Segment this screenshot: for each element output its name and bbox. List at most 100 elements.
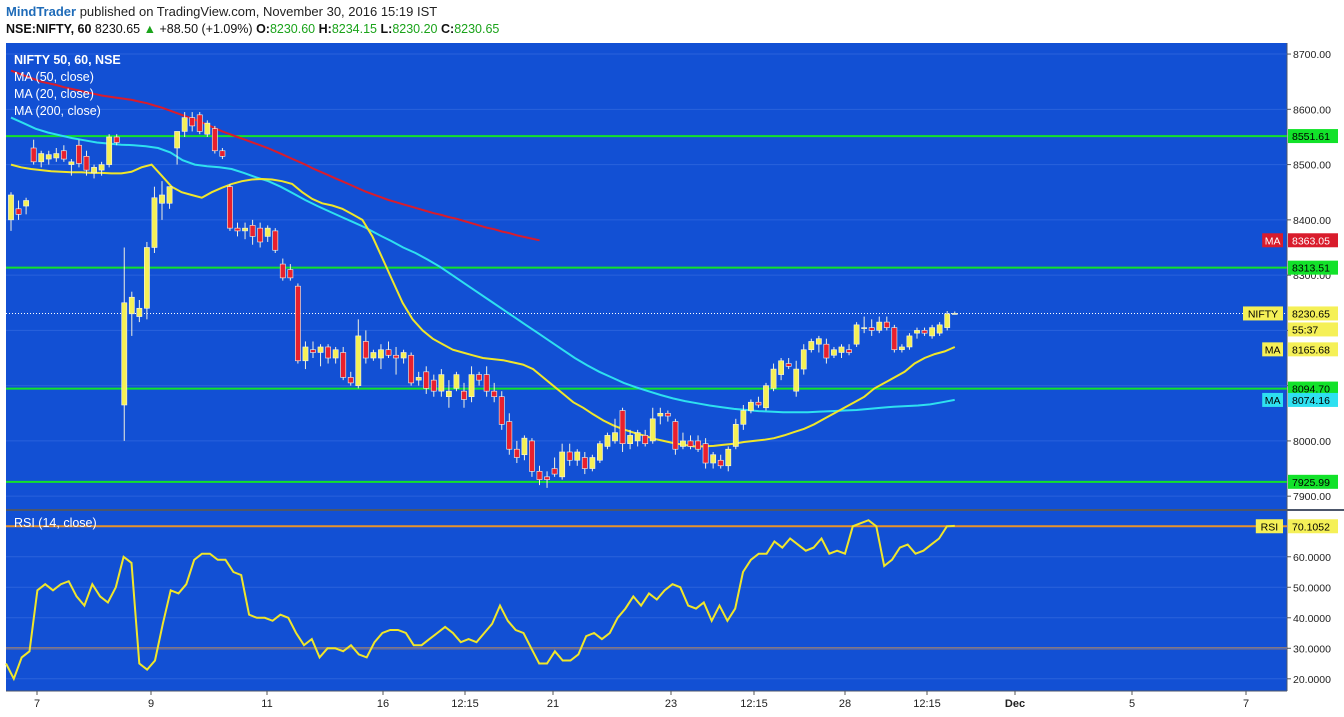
ma200-line[interactable]: [10, 69, 540, 242]
candle[interactable]: [91, 167, 97, 174]
candle[interactable]: [294, 285, 301, 362]
candle[interactable]: [680, 440, 686, 447]
candle[interactable]: [808, 341, 815, 351]
candle[interactable]: [695, 440, 701, 450]
candle[interactable]: [883, 321, 890, 328]
candle[interactable]: [544, 476, 550, 480]
rsi-line[interactable]: [5, 519, 955, 682]
candle[interactable]: [279, 263, 286, 279]
candle[interactable]: [136, 307, 143, 317]
candle[interactable]: [272, 230, 279, 251]
candle[interactable]: [785, 363, 792, 367]
candle[interactable]: [770, 368, 777, 389]
ma200-price-label[interactable]: MA 8363.05: [1262, 233, 1338, 248]
candle[interactable]: [362, 341, 369, 359]
candle[interactable]: [868, 327, 875, 331]
candle[interactable]: [664, 412, 671, 417]
candle[interactable]: [921, 330, 928, 334]
candle[interactable]: [838, 346, 845, 353]
candle[interactable]: [181, 117, 188, 132]
candle[interactable]: [15, 208, 22, 215]
candle[interactable]: [559, 451, 566, 478]
legend-rsi[interactable]: RSI (14, close): [14, 516, 97, 530]
candle[interactable]: [891, 327, 898, 351]
candle[interactable]: [529, 440, 535, 472]
candle[interactable]: [725, 448, 732, 467]
ma50-line[interactable]: [10, 116, 955, 414]
candle[interactable]: [861, 327, 868, 329]
candle[interactable]: [242, 227, 248, 232]
candle[interactable]: [717, 459, 724, 467]
candle[interactable]: [121, 302, 128, 406]
candle[interactable]: [174, 131, 180, 149]
candle[interactable]: [498, 396, 505, 425]
rsi-value-label[interactable]: RSI 70.1052: [1255, 519, 1338, 534]
candle[interactable]: [196, 114, 203, 132]
candle[interactable]: [936, 324, 943, 334]
candle[interactable]: [581, 457, 588, 469]
candle[interactable]: [249, 225, 256, 237]
candle[interactable]: [710, 454, 717, 464]
candle[interactable]: [264, 227, 271, 237]
candle[interactable]: [60, 150, 67, 160]
candle[interactable]: [385, 349, 392, 356]
candle[interactable]: [823, 343, 830, 359]
candle[interactable]: [461, 390, 467, 400]
candle[interactable]: [513, 448, 520, 458]
candle[interactable]: [906, 335, 913, 348]
candle[interactable]: [483, 374, 490, 392]
candle[interactable]: [355, 335, 362, 386]
ma50-price-label[interactable]: MA 8074.16: [1262, 392, 1338, 407]
candle[interactable]: [551, 468, 558, 475]
candle[interactable]: [106, 136, 113, 165]
candle[interactable]: [491, 390, 498, 398]
candle[interactable]: [287, 269, 294, 279]
candle[interactable]: [45, 154, 52, 160]
candle[interactable]: [98, 164, 105, 171]
candle[interactable]: [408, 354, 415, 384]
candle[interactable]: [747, 401, 754, 411]
candle[interactable]: [853, 324, 860, 345]
candle[interactable]: [468, 374, 475, 398]
candle[interactable]: [189, 117, 196, 127]
candle[interactable]: [604, 435, 611, 447]
candle[interactable]: [702, 443, 709, 464]
candle[interactable]: [566, 451, 573, 461]
candle[interactable]: [257, 227, 264, 243]
candle[interactable]: [400, 352, 407, 359]
candle[interactable]: [634, 432, 641, 442]
candle[interactable]: [347, 377, 354, 384]
candle[interactable]: [740, 410, 747, 425]
candle[interactable]: [574, 451, 581, 461]
candle[interactable]: [929, 327, 935, 337]
candle[interactable]: [151, 197, 158, 248]
candle[interactable]: [763, 385, 769, 409]
candle[interactable]: [317, 346, 324, 353]
ma20-line[interactable]: [10, 163, 956, 448]
candle[interactable]: [128, 296, 135, 315]
countdown-label[interactable]: 55:37: [1288, 322, 1338, 337]
candle[interactable]: [793, 368, 800, 392]
candle[interactable]: [732, 424, 739, 447]
candle[interactable]: [876, 321, 883, 331]
candle[interactable]: [204, 122, 211, 135]
candle[interactable]: [23, 200, 29, 207]
level-price-label[interactable]: 8094.70: [1288, 381, 1338, 396]
candle[interactable]: [521, 437, 528, 456]
candle[interactable]: [649, 418, 656, 442]
legend-ma200[interactable]: MA (200, close): [14, 104, 101, 118]
candle[interactable]: [378, 349, 384, 359]
candle[interactable]: [310, 349, 316, 353]
ma20-price-label[interactable]: MA 8165.68: [1262, 342, 1338, 357]
level-price-label[interactable]: 8551.61: [1288, 129, 1338, 144]
candle[interactable]: [302, 346, 309, 362]
candle[interactable]: [325, 346, 331, 359]
candle[interactable]: [227, 186, 233, 229]
candle[interactable]: [159, 194, 165, 204]
candle[interactable]: [211, 128, 218, 152]
author-link[interactable]: MindTrader: [6, 4, 77, 19]
candle[interactable]: [596, 443, 603, 461]
candle[interactable]: [536, 471, 543, 480]
candle[interactable]: [657, 412, 664, 417]
candle[interactable]: [438, 374, 445, 392]
